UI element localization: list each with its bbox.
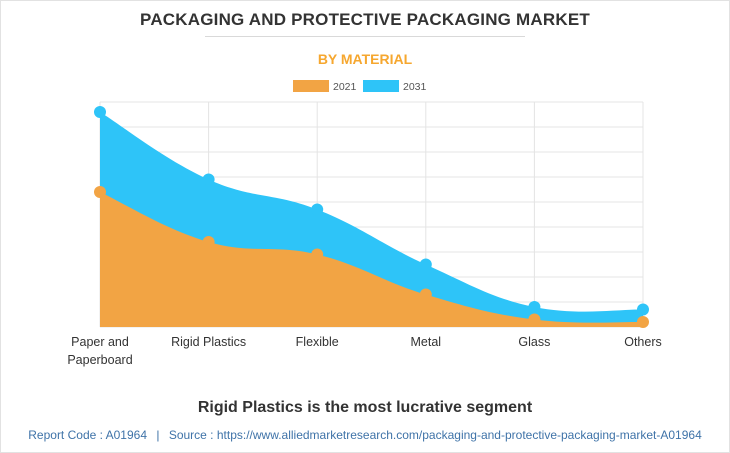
report-code: Report Code : A01964 — [28, 428, 148, 442]
x-axis-label: Others — [624, 335, 662, 349]
data-points — [94, 106, 649, 328]
x-axis-label: Metal — [411, 335, 442, 349]
x-axis-label: Glass — [518, 335, 550, 349]
x-axis-label-line: Paperboard — [67, 353, 132, 367]
legend-label-2021: 2021 — [333, 81, 357, 93]
data-point-2021 — [637, 316, 649, 328]
data-point-2031 — [637, 303, 649, 316]
area-series-2021 — [100, 192, 643, 327]
x-axis-label: Paper and Paperboard — [67, 335, 132, 367]
legend-label-2031: 2031 — [403, 81, 427, 93]
x-axis-label: Flexible — [296, 335, 339, 349]
data-point-2031 — [202, 173, 215, 186]
footer: Report Code : A01964 | Source : https://… — [0, 428, 730, 442]
data-point-2021 — [94, 186, 106, 198]
data-point-2021 — [311, 248, 324, 261]
legend-swatch-2021 — [293, 80, 329, 92]
x-axis-labels: Paper and Paperboard Rigid Plastics Flexibl… — [67, 335, 661, 367]
x-axis-label-line: Paper and — [71, 335, 129, 349]
source-link[interactable]: Source : https://www.alliedmarketresearc… — [168, 428, 702, 442]
legend: 2021 2031 — [293, 80, 427, 93]
chart-subtitle: BY MATERIAL — [317, 51, 413, 67]
data-point-2031 — [528, 301, 541, 313]
data-point-2031 — [419, 258, 432, 271]
footer-separator: | — [156, 428, 160, 442]
data-point-2021 — [419, 288, 432, 301]
area-series — [100, 112, 643, 327]
data-point-2021 — [528, 313, 541, 326]
chart-caption: Rigid Plastics is the most lucrative seg… — [197, 399, 533, 416]
x-axis-label: Rigid Plastics — [171, 335, 246, 349]
data-point-2031 — [94, 106, 106, 118]
title-divider — [205, 36, 525, 37]
data-point-2031 — [311, 203, 324, 216]
data-point-2021 — [202, 236, 215, 248]
legend-swatch-2031 — [363, 80, 399, 92]
chart-title: PACKAGING AND PROTECTIVE PACKAGING MARKE… — [140, 10, 590, 29]
